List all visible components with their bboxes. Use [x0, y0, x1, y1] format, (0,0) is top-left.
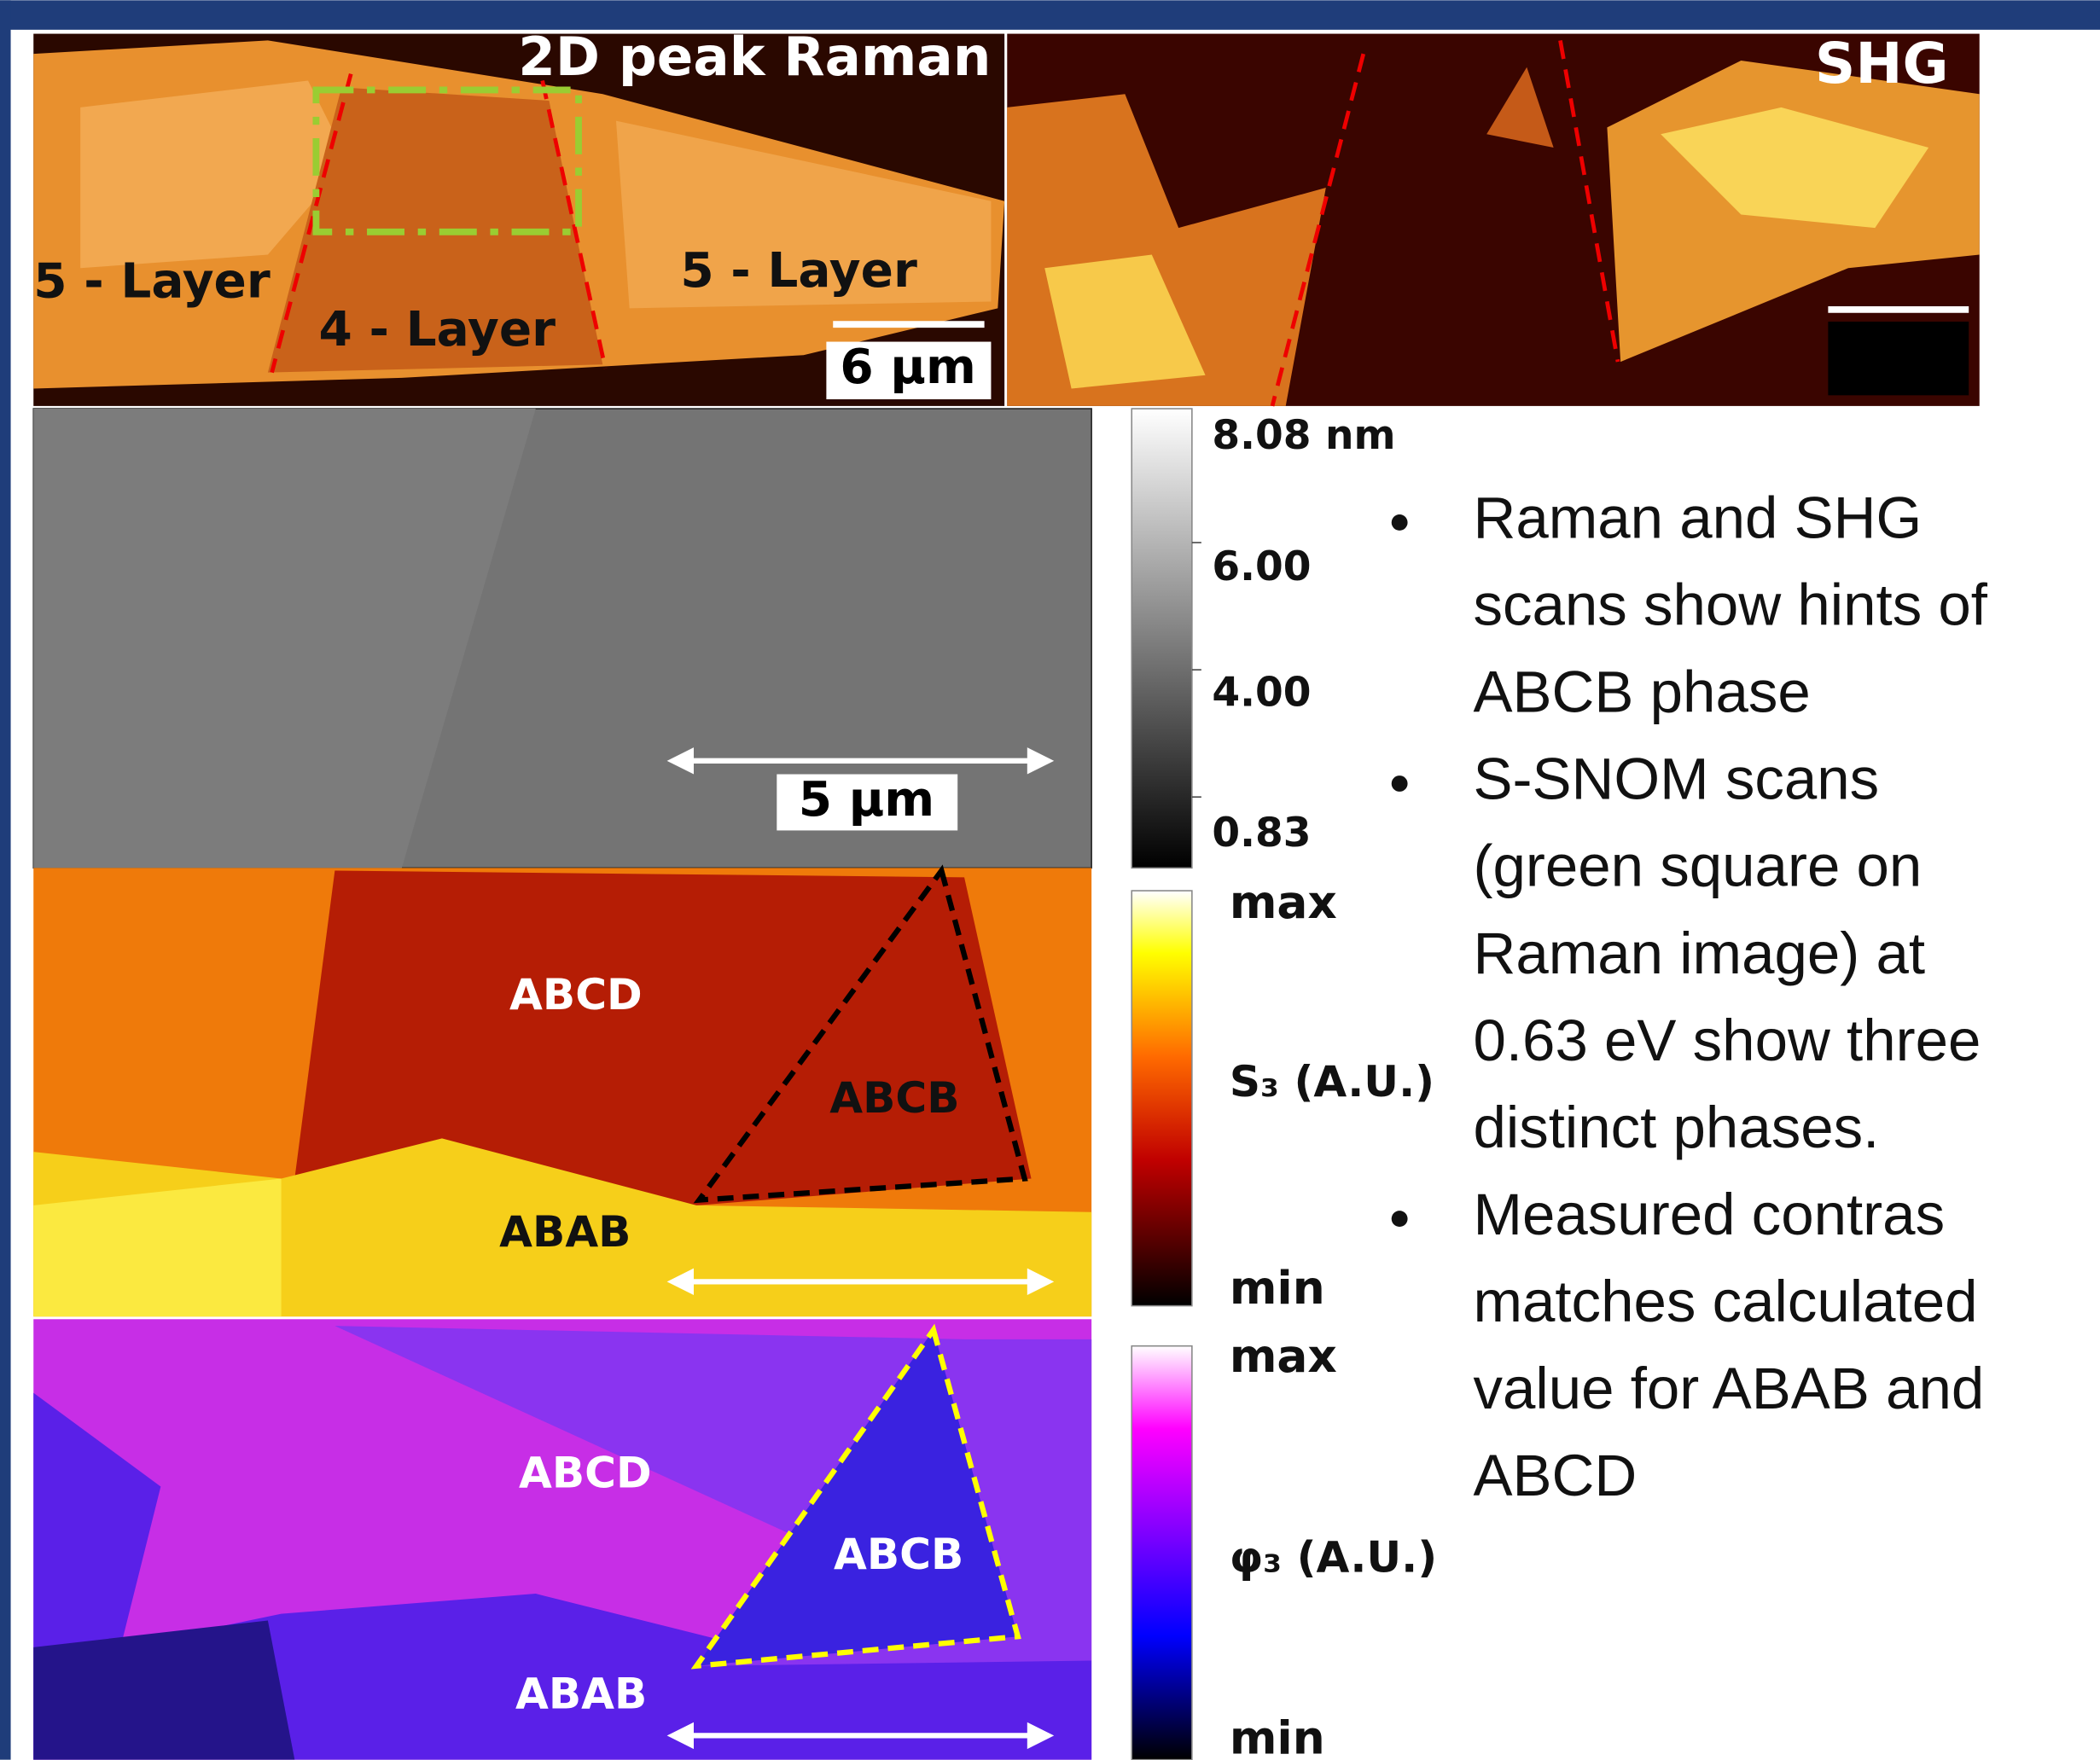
scale-bar-label: 5 µm — [799, 772, 934, 828]
phase-label: ABCB — [834, 1529, 963, 1579]
layer-label: 5 - Layer — [680, 243, 917, 299]
bullet-dot — [1392, 775, 1408, 792]
bullet-list: Raman and SHG scans show hints of ABCB pha… — [1392, 485, 1988, 1508]
colorbar-min: min — [1230, 1711, 1325, 1760]
header-bar — [0, 0, 2100, 30]
colorbar-tick: 0.83 — [1212, 810, 1311, 857]
colorbar-tick: 6.00 — [1212, 543, 1311, 590]
bullet-text: (green square on — [1473, 833, 1922, 899]
side-bar — [0, 0, 11, 1759]
bullet-text: distinct phases. — [1473, 1094, 1879, 1160]
phase-label: ABCB — [829, 1072, 959, 1123]
slide: 2D peak Raman 5 - Layer 4 - Layer 5 - La… — [0, 0, 2100, 1760]
scale-bar-label: 6 µm — [840, 340, 975, 395]
bullet-text: Raman and SHG — [1473, 485, 1922, 551]
bullet-text: 0.63 eV show three — [1473, 1007, 1981, 1073]
bullet-dot — [1392, 1211, 1408, 1227]
colorbar-tick: 8.08 nm — [1212, 412, 1395, 459]
bullet-text: matches calculated — [1473, 1268, 1977, 1334]
layer-label: 4 - Layer — [319, 302, 556, 357]
afm-image — [33, 409, 1201, 868]
phase-label: ABAB — [499, 1206, 631, 1257]
bullet-text: Raman image) at — [1473, 920, 1925, 986]
phase-label: ABCD — [519, 1447, 652, 1497]
colorbar-label: φ₃ (A.U.) — [1230, 1531, 1437, 1582]
bullet-text: ABCB phase — [1473, 659, 1810, 725]
layer-label: 5 - Layer — [33, 254, 270, 310]
bullet-text: Measured contras — [1473, 1181, 1945, 1247]
phase-label: ABAB — [515, 1668, 647, 1718]
bullet-text: value for ABAB and — [1473, 1355, 1984, 1421]
colorbar-label: S₃ (A.U.) — [1230, 1056, 1434, 1107]
colorbar-min: min — [1230, 1261, 1325, 1315]
colorbar-max: max — [1230, 1329, 1337, 1383]
panel-title: SHG — [1815, 31, 1949, 96]
bullet-dot — [1392, 514, 1408, 531]
colorbar-tick: 4.00 — [1212, 669, 1311, 716]
phase-label: ABCD — [509, 969, 643, 1019]
bullet-text: S-SNOM scans — [1473, 746, 1879, 812]
bullet-text: ABCD — [1473, 1442, 1637, 1508]
panel-title: 2D peak Raman — [518, 26, 991, 88]
bullet-text: scans show hints of — [1473, 572, 1987, 638]
colorbar-max: max — [1230, 875, 1337, 929]
